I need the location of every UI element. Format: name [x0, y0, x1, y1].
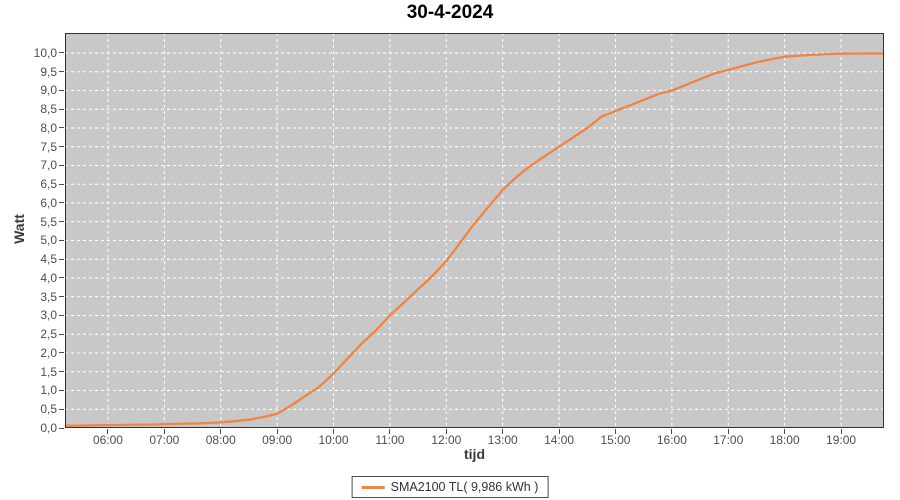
x-tick-label: 06:00	[92, 433, 123, 447]
legend-line-icon	[361, 485, 385, 489]
y-tick-label: 2,0	[40, 345, 57, 360]
y-axis-title: Watt	[11, 214, 27, 244]
y-tick-mark	[59, 389, 64, 391]
y-tick-label: 6,0	[40, 195, 57, 210]
x-tick-label: 13:00	[487, 433, 518, 447]
x-tick-label: 17:00	[713, 433, 744, 447]
x-tick-label: 08:00	[205, 433, 236, 447]
y-tick-mark	[59, 333, 64, 335]
x-tick-mark	[558, 429, 560, 434]
y-tick-mark	[59, 239, 64, 241]
x-tick-label: 16:00	[656, 433, 687, 447]
x-tick-label: 12:00	[431, 433, 462, 447]
x-tick-label: 18:00	[769, 433, 800, 447]
x-tick-mark	[784, 429, 786, 434]
x-tick-mark	[220, 429, 222, 434]
y-tick-label: 7,0	[40, 158, 57, 173]
x-tick-mark	[502, 429, 504, 434]
y-tick-label: 7,5	[40, 139, 57, 154]
x-tick-mark	[727, 429, 729, 434]
y-tick-mark	[59, 183, 64, 185]
x-tick-label: 10:00	[318, 433, 349, 447]
y-tick-mark	[59, 371, 64, 373]
x-tick-label: 07:00	[149, 433, 180, 447]
x-tick-mark	[163, 429, 165, 434]
y-tick-mark	[59, 202, 64, 204]
y-tick-label: 9,0	[40, 83, 57, 98]
y-tick-mark	[59, 277, 64, 279]
plot-area	[65, 33, 884, 428]
y-tick-mark	[59, 408, 64, 410]
x-tick-mark	[840, 429, 842, 434]
y-tick-label: 0,5	[40, 402, 57, 417]
x-tick-label: 19:00	[826, 433, 857, 447]
y-tick-label: 4,5	[40, 252, 57, 267]
y-tick-mark	[59, 127, 64, 129]
y-tick-label: 2,5	[40, 327, 57, 342]
y-tick-label: 3,5	[40, 289, 57, 304]
x-tick-label: 15:00	[600, 433, 631, 447]
plot-background	[65, 33, 884, 428]
x-tick-mark	[614, 429, 616, 434]
x-tick-mark	[107, 429, 109, 434]
x-tick-mark	[445, 429, 447, 434]
y-tick-label: 8,0	[40, 120, 57, 135]
y-tick-mark	[59, 258, 64, 260]
plot-border	[65, 33, 884, 428]
y-tick-mark	[59, 108, 64, 110]
y-tick-label: 10,0	[33, 45, 57, 60]
y-tick-label: 9,5	[40, 64, 57, 79]
x-tick-label: 14:00	[544, 433, 575, 447]
y-tick-label: 1,0	[40, 383, 57, 398]
y-tick-mark	[59, 71, 64, 73]
x-tick-mark	[333, 429, 335, 434]
y-tick-mark	[59, 352, 64, 354]
x-tick-label: 09:00	[262, 433, 293, 447]
y-tick-label: 8,5	[40, 102, 57, 117]
y-tick-label: 5,5	[40, 214, 57, 229]
y-tick-mark	[59, 221, 64, 223]
y-tick-label: 1,5	[40, 364, 57, 379]
y-tick-mark	[59, 164, 64, 166]
y-tick-mark	[59, 296, 64, 298]
y-tick-label: 6,5	[40, 177, 57, 192]
plot-canvas	[65, 33, 884, 428]
y-tick-label: 0,0	[40, 421, 57, 435]
x-tick-label: 11:00	[375, 433, 405, 447]
y-tick-label: 3,0	[40, 308, 57, 323]
y-tick-mark	[59, 89, 64, 91]
x-tick-mark	[671, 429, 673, 434]
y-tick-label: 5,0	[40, 233, 57, 248]
y-tick-mark	[59, 427, 64, 429]
y-tick-mark	[59, 52, 64, 54]
legend: SMA2100 TL( 9,986 kWh )	[351, 476, 549, 498]
y-tick-mark	[59, 314, 64, 316]
y-tick-label: 4,0	[40, 270, 57, 285]
x-axis-title: tijd	[464, 446, 485, 462]
x-tick-mark	[389, 429, 391, 434]
legend-label: SMA2100 TL( 9,986 kWh )	[390, 480, 539, 494]
y-tick-mark	[59, 146, 64, 148]
x-tick-mark	[276, 429, 278, 434]
series-line	[65, 52, 884, 427]
chart-title: 30-4-2024	[406, 2, 494, 23]
